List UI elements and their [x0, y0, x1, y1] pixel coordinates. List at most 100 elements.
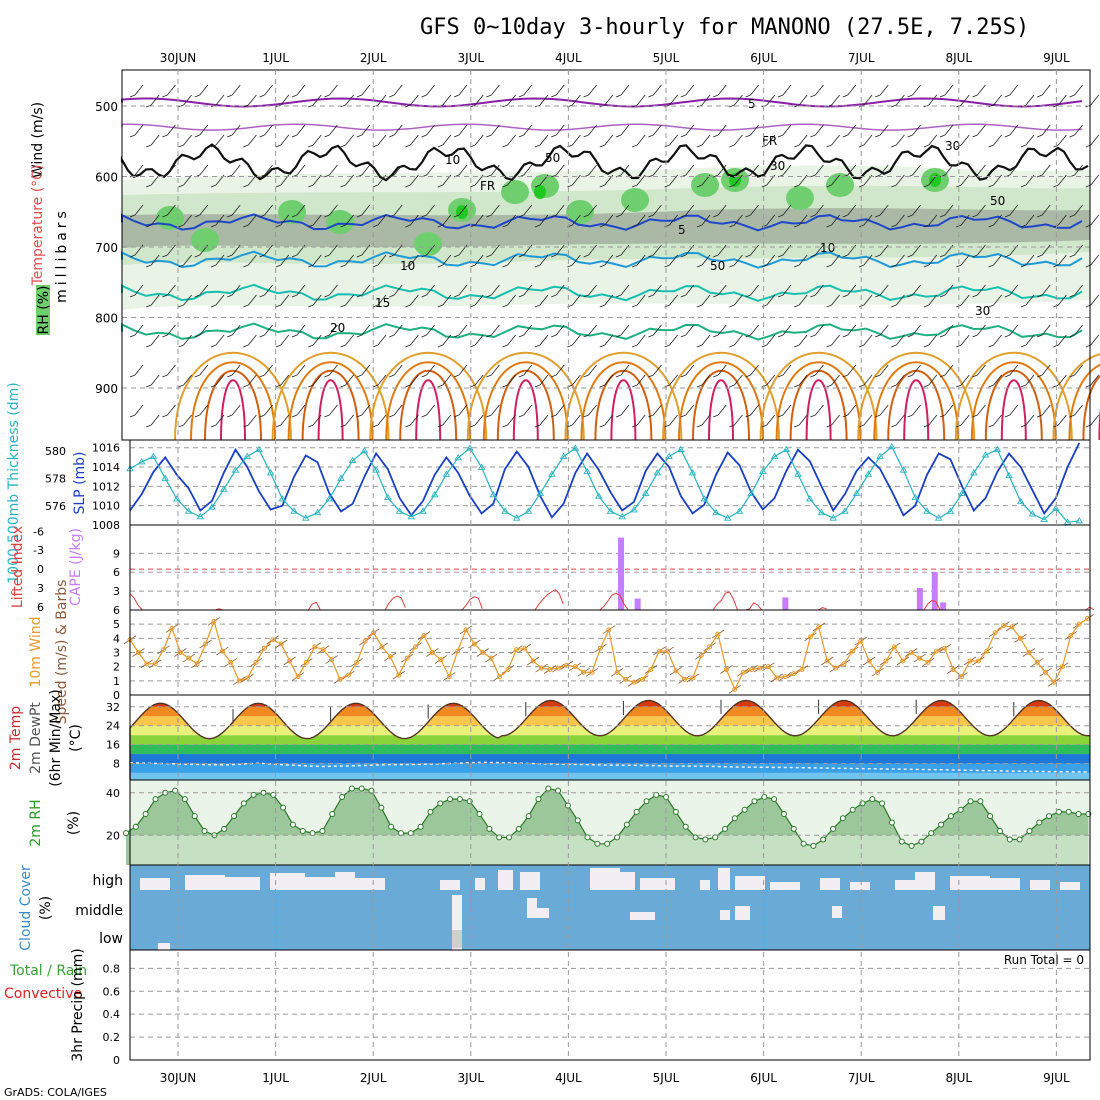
wind-barb: [875, 244, 889, 258]
wind-barb: [632, 294, 646, 308]
dewpoint-line: [129, 761, 1091, 773]
rh-point: [319, 828, 326, 834]
rh-point: [142, 811, 149, 817]
wind-point: [799, 667, 805, 672]
wind-barb: [534, 254, 549, 268]
wind-barb: [680, 84, 695, 98]
wind-point: [463, 627, 469, 633]
rh-point: [584, 834, 591, 841]
wind-barb: [518, 404, 533, 418]
rh-point: [672, 808, 679, 815]
y-axis-label-slp: SLP (mb): [72, 451, 88, 514]
wind-point: [337, 676, 343, 682]
wind-barb: [324, 84, 338, 98]
wind-barb: [875, 404, 889, 418]
wind-barb: [178, 414, 192, 428]
wind-barb: [1004, 284, 1019, 298]
contour-label: 10: [445, 153, 460, 167]
rh-point: [388, 823, 395, 830]
thickness-point: [923, 507, 931, 514]
wind-barb: [356, 324, 371, 338]
wind-barb: [794, 134, 808, 148]
rh-point: [181, 796, 188, 803]
temp-band: [130, 735, 1090, 745]
temp-contour-15: [121, 283, 1083, 302]
wind-point: [614, 669, 620, 675]
y-tick-label-thickness: 576: [45, 500, 66, 513]
panel-bg: [130, 950, 1090, 1060]
wind-barb: [1069, 124, 1083, 138]
wind-barb: [178, 334, 192, 348]
cloud-gap: [440, 880, 460, 890]
wind-barb: [324, 364, 338, 378]
rh-point: [1075, 811, 1082, 817]
wind-barb: [648, 84, 662, 98]
wind-barb: [259, 404, 273, 418]
wind-point: [429, 650, 435, 655]
thickness-point: [395, 507, 404, 514]
wind-barb: [502, 134, 516, 148]
thickness-point: [782, 445, 791, 453]
wind-barb: [648, 204, 662, 218]
wind-barb: [259, 364, 273, 378]
li-line: [384, 595, 406, 611]
wind-barb: [210, 374, 225, 388]
wind-barb: [243, 294, 257, 308]
date-label-top: 2JUL: [360, 51, 387, 65]
rh-point: [191, 813, 198, 820]
wind-barb: [794, 214, 808, 228]
thickness-point: [888, 442, 896, 450]
rh-band-dark: [122, 208, 1090, 248]
wind-barb: [794, 294, 808, 308]
wind-barb: [875, 124, 889, 138]
wind-barb: [988, 94, 1002, 108]
upper-air-panel: 5 5 10 10 15 20 FR FR 10 50 30 50 30 50 30 500 600 700 800…: [30, 69, 1100, 441]
wind-barb: [421, 404, 435, 418]
thickness-point: [665, 452, 673, 459]
wind-barb: [1053, 334, 1067, 348]
rh-point: [123, 830, 129, 837]
wind-point: [169, 625, 175, 631]
wind-point: [194, 661, 200, 667]
wind-barb: [648, 164, 662, 178]
cape-bar: [931, 572, 938, 610]
wind-barb: [583, 244, 597, 258]
wind-point: [152, 661, 158, 667]
thickness-point: [524, 507, 533, 514]
wind-speed-contour: [121, 97, 1083, 108]
wind-barb: [437, 334, 452, 348]
rh-point: [996, 828, 1003, 834]
wind-barb: [551, 284, 565, 298]
wind-barb: [842, 324, 857, 338]
thickness-point: [173, 495, 181, 502]
rh-point: [535, 796, 542, 803]
wind-barb: [567, 254, 581, 268]
wind-point: [404, 655, 410, 661]
thickness-point: [1040, 515, 1048, 522]
wind-barb: [389, 204, 403, 218]
wind-barb: [745, 324, 759, 338]
wind-barb: [1069, 364, 1083, 378]
wind-barb: [777, 364, 792, 378]
wind-barb: [632, 214, 646, 228]
date-label-top: 7JUL: [848, 51, 875, 65]
rh-point: [329, 811, 336, 817]
temp-contour-warm: [594, 369, 653, 441]
wind-barb: [583, 204, 597, 218]
wind-point: [446, 674, 452, 680]
wind-barb: [502, 334, 516, 348]
wind-barb: [761, 294, 776, 308]
wind-barb: [194, 84, 209, 98]
wind-barb: [1004, 84, 1019, 98]
thickness-point: [606, 507, 615, 514]
wind-point: [925, 659, 931, 665]
wind-barb: [583, 284, 597, 298]
wind-barb: [713, 284, 727, 298]
slp-line: [129, 442, 1081, 519]
y-tick-label: 2: [113, 661, 120, 674]
wind-barb: [680, 324, 695, 338]
wind-barb: [761, 374, 776, 388]
temp-contour-warm: [857, 351, 976, 441]
wind-barb: [664, 94, 678, 108]
y-tick-label: 5: [113, 618, 120, 631]
